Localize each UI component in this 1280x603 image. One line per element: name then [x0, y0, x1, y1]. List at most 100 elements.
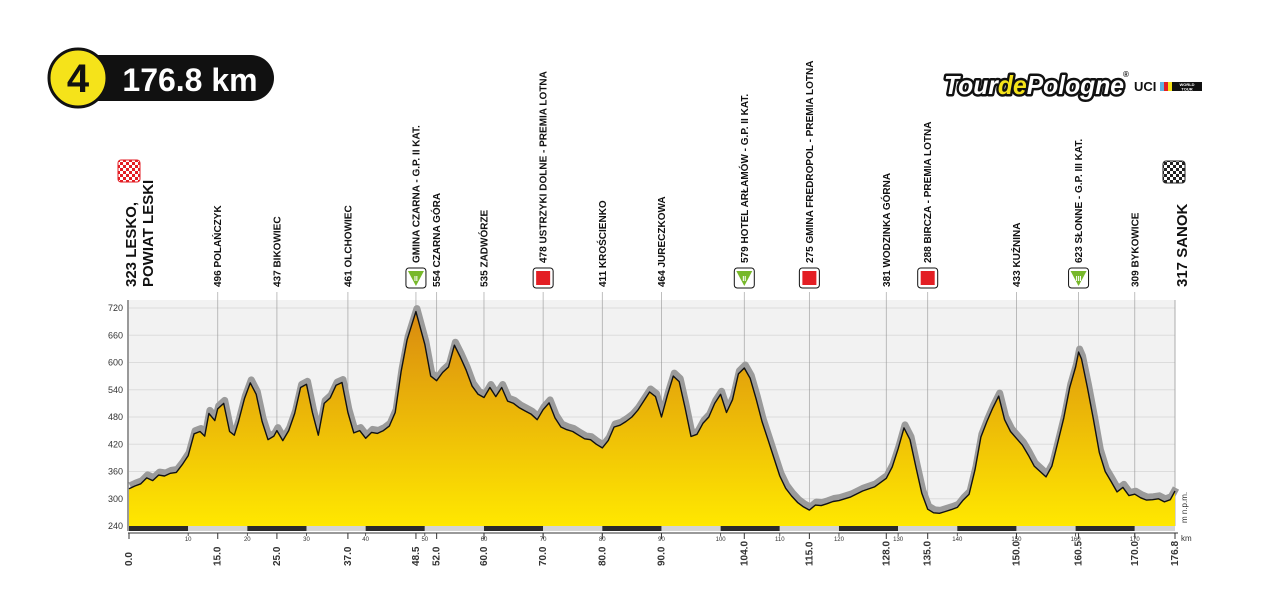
- x-axis-unit: km: [1181, 534, 1192, 543]
- registered-mark: ®: [1123, 70, 1129, 79]
- x-major-tick-60.0: 60.0: [479, 546, 490, 566]
- svg-text:TourdePologne: TourdePologne: [944, 70, 1124, 100]
- band-segment-50: [424, 526, 484, 531]
- logo-de: de: [998, 70, 1027, 100]
- waypoint-label-0: 496 POLAŃCZYK: [211, 205, 224, 287]
- kom-marker-icon-14: III: [1068, 267, 1090, 289]
- waypoint-label-10: 275 GMINA FREDROPOL - PREMIA LOTNA: [805, 61, 816, 263]
- waypoint-label-13: 433 KUŹNINA: [1010, 223, 1023, 287]
- x-major-tick-37.0: 37.0: [343, 546, 354, 566]
- y-tick-540: 540: [108, 385, 123, 395]
- band-segment-0: [129, 526, 189, 531]
- y-tick-600: 600: [108, 358, 123, 368]
- svg-text:TourdePologne: TourdePologne: [944, 70, 1124, 100]
- band-segment-140: [957, 526, 1017, 531]
- band-segment-130: [898, 526, 958, 531]
- elevation-profile: [128, 305, 1180, 526]
- stage-number: 4: [67, 57, 90, 101]
- x-minor-tick-140: 140: [952, 537, 963, 543]
- x-minor-tick-80: 80: [599, 537, 606, 543]
- waypoint-label-11: 381 WODZINKA GÓRNA: [880, 173, 893, 287]
- logo-tour: Tour: [944, 70, 1000, 100]
- y-tick-660: 660: [108, 330, 123, 340]
- x-major-tick-176.8: 176.8: [1170, 541, 1181, 566]
- y-tick-360: 360: [108, 467, 123, 477]
- kom-category-text-3: II: [414, 276, 418, 283]
- x-minor-tick-130: 130: [893, 537, 904, 543]
- band-segment-100: [720, 526, 780, 531]
- band-segment-30: [306, 526, 366, 531]
- profile-line: [128, 310, 1176, 514]
- waypoint-label-8: 464 JURECZKOWA: [657, 196, 668, 287]
- x-minor-tick-110: 110: [775, 537, 785, 543]
- x-major-tick-70.0: 70.0: [538, 546, 549, 566]
- waypoint-label-5: 535 ZADWÓRZE: [478, 209, 491, 287]
- band-segment-120: [838, 526, 899, 531]
- waypoint-label-14: 623 SŁONNE - G.P. III KAT.: [1074, 139, 1085, 263]
- sprint-marker-icon-10: [798, 267, 820, 289]
- start-flag-icon: [117, 159, 141, 183]
- uci-world-tour-logo: UCI WORLD TOUR: [1134, 79, 1202, 94]
- x-minor-tick-70: 70: [540, 537, 547, 543]
- x-major-tick-135.0: 135.0: [923, 541, 934, 566]
- x-minor-tick-50: 50: [421, 537, 428, 543]
- x-major-tick-170.0: 170.0: [1130, 541, 1141, 566]
- x-major-tick-25.0: 25.0: [272, 546, 283, 566]
- x-major-tick-115.0: 115.0: [804, 541, 815, 566]
- band-segment-60: [483, 526, 544, 531]
- y-tick-420: 420: [108, 439, 123, 449]
- axes: 240 300 360 420 480 540 600 660 720 10 20 30 40 50 60 7…: [108, 300, 1181, 566]
- kom-marker-icon-3: II: [405, 267, 427, 289]
- x-minor-tick-10: 10: [185, 537, 192, 543]
- waypoint-label-1: 437 BIKOWIEC: [272, 216, 283, 287]
- waypoints: 496 POLAŃCZYK 437 BIKOWIEC 461 OLCHOWIEC II…: [211, 61, 1141, 289]
- band-segment-110: [779, 526, 839, 531]
- band-segment-90: [661, 526, 721, 531]
- x-minor-tick-100: 100: [716, 537, 727, 543]
- band-segment-20: [247, 526, 307, 531]
- x-major-tick-52.0: 52.0: [432, 546, 443, 566]
- x-major-tick-104.0: 104.0: [739, 541, 750, 566]
- x-minor-tick-40: 40: [362, 537, 369, 543]
- y-tick-240: 240: [108, 521, 123, 531]
- x-major-tick-90.0: 90.0: [657, 546, 668, 566]
- x-major-tick-128.0: 128.0: [881, 541, 892, 566]
- band-segment-10: [188, 526, 248, 531]
- kom-category-text-14: III: [1076, 276, 1082, 283]
- waypoint-label-15: 309 BYKOWICE: [1130, 212, 1141, 287]
- svg-text:POWIAT LESKI: POWIAT LESKI: [140, 180, 157, 287]
- x-minor-tick-20: 20: [244, 537, 251, 543]
- y-tick-300: 300: [108, 494, 123, 504]
- stage-badge: 4 176.8 km: [47, 47, 274, 109]
- tour-text: TOUR: [1181, 87, 1192, 92]
- x-major-tick-80.0: 80.0: [597, 546, 608, 566]
- start-label: 323 LESKO, POWIAT LESKI: [123, 180, 157, 287]
- x-minor-tick-30: 30: [303, 537, 310, 543]
- waypoint-label-3: GMINA CZARNA - G.P. II KAT.: [411, 125, 422, 263]
- kom-marker-icon-9: II: [733, 267, 755, 289]
- band-segment-150: [1016, 526, 1076, 531]
- sprint-marker-icon-6: [532, 267, 554, 289]
- x-minor-tick-60: 60: [481, 537, 488, 543]
- finish-flag-icon: [1162, 160, 1186, 184]
- svg-text:317 SANOK: 317 SANOK: [1174, 203, 1191, 287]
- world-text: WORLD: [1179, 82, 1194, 87]
- tour-de-pologne-logo: TourdePologne TourdePologne ®: [942, 68, 1130, 103]
- x-minor-tick-150: 150: [1011, 537, 1022, 543]
- x-minor-tick-170: 170: [1130, 537, 1141, 543]
- waypoint-label-9: 579 HOTEL ARŁAMÓW - G.P. II KAT.: [738, 94, 751, 263]
- waypoint-label-6: 478 USTRZYKI DOLNE - PREMIA LOTNA: [539, 71, 550, 263]
- waypoint-label-4: 554 CZARNA GÓRA: [430, 193, 443, 287]
- band-segment-70: [543, 526, 603, 531]
- logo-pologne: Pologne: [1027, 70, 1124, 100]
- finish-label: 317 SANOK: [1174, 203, 1191, 287]
- band-segment-80: [602, 526, 662, 531]
- band-segment-160: [1075, 526, 1135, 531]
- y-axis-unit: m n.p.m.: [1180, 492, 1189, 523]
- distance-band: [129, 526, 1175, 531]
- stage-number-circle: [47, 47, 109, 109]
- x-minor-tick-160: 160: [1071, 537, 1082, 543]
- x-major-tick-48.5: 48.5: [411, 546, 422, 566]
- waypoint-label-2: 461 OLCHOWIEC: [343, 205, 354, 287]
